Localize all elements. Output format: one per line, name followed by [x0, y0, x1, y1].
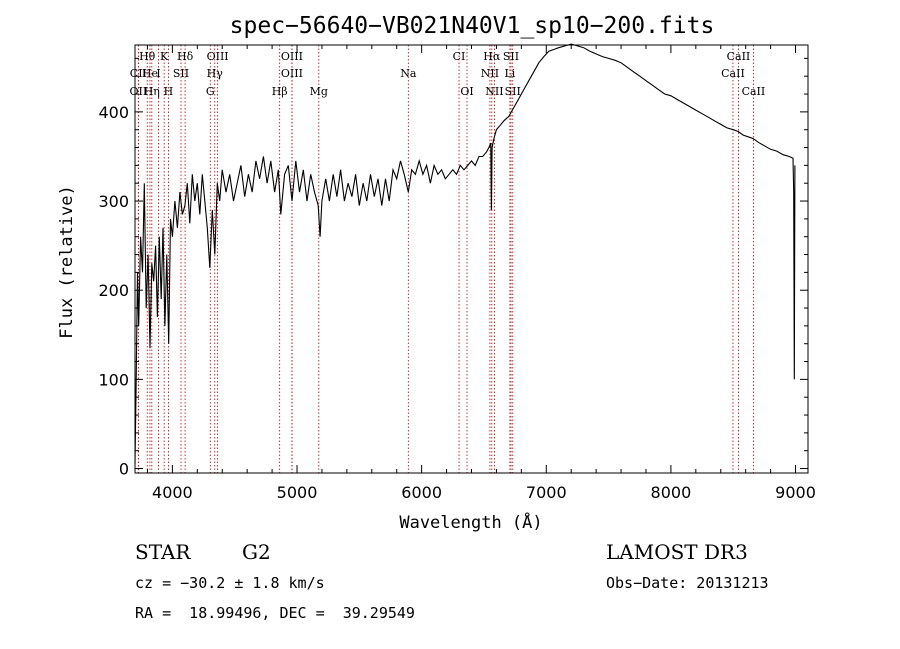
- line-label-0: Hθ: [139, 50, 156, 63]
- y-tick-label-0: 0: [119, 460, 129, 479]
- x-tick-label-4: 8000: [651, 483, 692, 502]
- spectral-line-markers: [137, 45, 754, 473]
- line-label-22: G: [206, 85, 215, 98]
- y-axis-ticks: 0 100 200 300 400: [98, 57, 808, 479]
- object-type: STAR: [135, 540, 191, 564]
- line-label-28: CaII: [742, 85, 766, 98]
- line-label-16: NII: [481, 67, 499, 80]
- chart-title: spec−56640−VB021N40V1_sp10−200.fits: [230, 13, 715, 39]
- x-axis-label: Wavelength (Å): [399, 511, 542, 533]
- y-tick-label-3: 300: [98, 192, 129, 211]
- line-label-13: Hγ: [207, 67, 224, 80]
- line-label-14: OIII: [281, 67, 303, 80]
- line-label-26: NII: [485, 85, 503, 98]
- line-label-23: Hβ: [272, 85, 288, 98]
- x-axis-ticks: 4000 5000 6000 7000 8000 9000: [146, 45, 816, 502]
- line-label-17: Li: [504, 67, 515, 80]
- line-label-21: H: [164, 85, 174, 98]
- plot-frame: [134, 44, 809, 474]
- x-tick-label-0: 4000: [152, 483, 193, 502]
- spectral-subclass: G2: [242, 540, 271, 564]
- line-label-12: SII: [173, 67, 189, 80]
- line-label-15: Na: [400, 67, 417, 80]
- line-label-10: He: [142, 67, 158, 80]
- line-label-19: OII: [130, 85, 148, 98]
- line-label-24: Mg: [310, 85, 328, 98]
- coordinates: RA = 18.99496, DEC = 39.29549: [135, 604, 415, 622]
- y-tick-label-1: 100: [98, 370, 129, 389]
- line-label-4: OIII: [281, 50, 303, 63]
- line-label-5: CI: [453, 50, 466, 63]
- line-label-1: K: [160, 50, 169, 63]
- line-label-8: CaII: [727, 50, 751, 63]
- line-label-18: CaII: [721, 67, 745, 80]
- x-tick-label-5: 9000: [775, 483, 816, 502]
- line-label-6: Hα: [483, 50, 501, 63]
- x-tick-label-3: 7000: [526, 483, 567, 502]
- redshift-value: cz = −30.2 ± 1.8 km/s: [135, 574, 325, 592]
- line-label-25: OI: [460, 85, 473, 98]
- y-tick-label-4: 400: [98, 103, 129, 122]
- y-tick-label-2: 200: [98, 281, 129, 300]
- line-label-2: Hδ: [177, 50, 194, 63]
- line-label-27: SII: [505, 85, 521, 98]
- spectrum-series-0: [134, 43, 796, 465]
- observation-date: Obs−Date: 20131213: [606, 574, 769, 592]
- line-label-11: I: [156, 67, 160, 80]
- line-label-3: OIII: [207, 50, 229, 63]
- y-axis-label: Flux (relative): [57, 185, 77, 339]
- spectrum-layer: [134, 43, 796, 465]
- line-label-7: SII: [503, 50, 519, 63]
- x-tick-label-2: 6000: [401, 483, 442, 502]
- line-label-20: Hη: [144, 85, 160, 98]
- survey-name: LAMOST DR3: [606, 540, 748, 564]
- x-tick-label-1: 5000: [277, 483, 318, 502]
- line-label-9: CII: [130, 67, 147, 80]
